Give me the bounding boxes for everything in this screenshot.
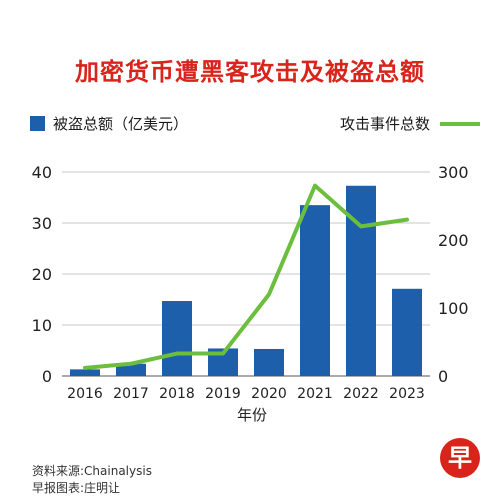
legend-line-label: 攻击事件总数 bbox=[339, 115, 430, 133]
y-left-tick-label: 40 bbox=[32, 163, 52, 182]
line-series bbox=[83, 183, 409, 370]
legend-line-swatch bbox=[440, 121, 480, 126]
legend-bar-series: 被盗总额（亿美元） bbox=[30, 113, 188, 134]
x-tick-label: 2020 bbox=[251, 386, 287, 402]
x-tick-label: 2022 bbox=[343, 386, 379, 402]
y-left-tick-label: 10 bbox=[32, 316, 52, 335]
x-tick-label: 2017 bbox=[113, 386, 149, 402]
y-right-tick-label: 300 bbox=[438, 163, 469, 182]
y-left-tick-label: 20 bbox=[32, 265, 52, 284]
line-point bbox=[129, 362, 133, 366]
line-point bbox=[359, 224, 363, 228]
bar bbox=[116, 363, 146, 376]
x-tick-label: 2016 bbox=[67, 386, 103, 402]
y-left-tick-label: 0 bbox=[42, 367, 52, 386]
x-tick-label: 2019 bbox=[205, 386, 241, 402]
bar bbox=[70, 369, 100, 376]
y-right-tick-label: 100 bbox=[438, 299, 469, 318]
line-point bbox=[83, 366, 87, 370]
y-right-tick-label: 200 bbox=[438, 231, 469, 250]
line-point bbox=[221, 352, 225, 356]
bar bbox=[162, 301, 192, 376]
chart-title: 加密货币遭黑客攻击及被盗总额 bbox=[75, 58, 425, 86]
x-tick-label: 2018 bbox=[159, 386, 195, 402]
legend-bar-label: 被盗总额（亿美元） bbox=[53, 115, 189, 133]
legend-line-series: 攻击事件总数 bbox=[340, 113, 480, 134]
x-axis-label: 年份 bbox=[237, 406, 267, 424]
legend-bar-swatch bbox=[30, 116, 45, 131]
line-point bbox=[313, 184, 317, 188]
zaobao-logo: 早 bbox=[440, 438, 480, 478]
y-left-tick-label: 30 bbox=[32, 214, 52, 233]
source-note: 资料来源:Chainalysis bbox=[32, 464, 152, 478]
line-point bbox=[405, 218, 409, 222]
bar bbox=[346, 185, 376, 376]
x-tick-label: 2023 bbox=[389, 386, 425, 402]
line-point bbox=[267, 292, 271, 296]
x-tick-label: 2021 bbox=[297, 386, 333, 402]
y-right-tick-label: 0 bbox=[438, 367, 448, 386]
bar bbox=[392, 288, 422, 376]
bar bbox=[254, 348, 284, 376]
credit-note: 早报图表:庄明让 bbox=[32, 481, 121, 495]
line-point bbox=[175, 352, 179, 356]
bar bbox=[300, 205, 330, 376]
